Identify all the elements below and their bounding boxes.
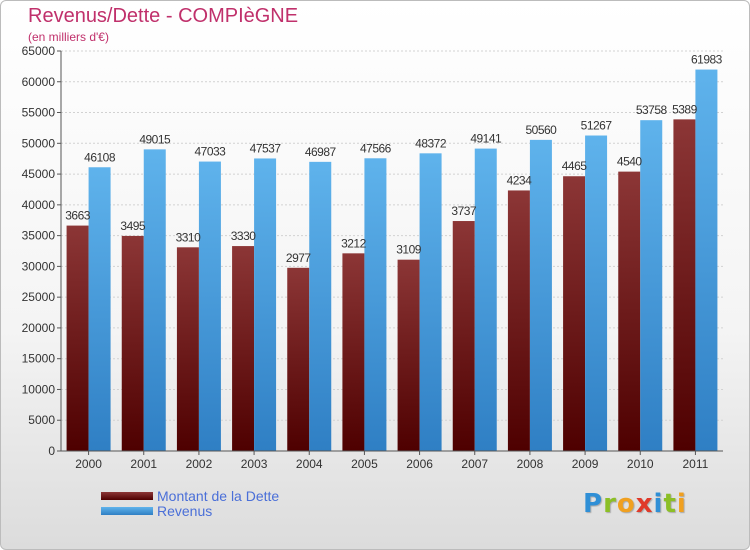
x-tick-label: 2011: [683, 457, 709, 471]
bar-revenus: [364, 158, 387, 452]
data-label-debt: 3310: [176, 230, 202, 244]
y-tick-label: 10000: [22, 382, 56, 396]
y-tick-label: 45000: [22, 167, 56, 181]
bar-debt: [342, 253, 365, 451]
y-tick-label: 50000: [22, 136, 56, 150]
axes: 0 5000 10000 15000 20000 25000 30000 35000 40000…: [22, 44, 723, 471]
bar-revenus: [585, 135, 608, 451]
bar-debt: [287, 267, 310, 451]
bar-debt: [232, 246, 255, 451]
bar-debt: [66, 225, 89, 451]
x-tick-label: 2004: [296, 457, 323, 471]
bar-debt: [673, 119, 696, 451]
data-label-debt: 3212: [341, 236, 367, 250]
bar-revenus: [143, 149, 166, 451]
bar-debt: [121, 235, 144, 451]
data-label-revenus: 46108: [84, 150, 116, 164]
logo-letter: P: [583, 489, 604, 519]
data-label-revenus: 47537: [250, 141, 282, 155]
bar-revenus: [309, 161, 332, 451]
legend-item-revenus: Revenus: [101, 502, 279, 519]
x-tick-label: 2009: [572, 457, 599, 471]
data-label-revenus: 47033: [194, 145, 226, 159]
logo-letter: x: [635, 489, 654, 519]
logo-letter: t: [663, 489, 677, 519]
bar-revenus: [254, 158, 277, 452]
bar-revenus: [529, 139, 552, 451]
y-tick-label: 0: [48, 444, 55, 458]
data-label-revenus: 50560: [525, 123, 557, 137]
x-tick-label: 2007: [461, 457, 488, 471]
legend-swatch-revenus: [101, 506, 153, 515]
data-label-revenus: 48372: [415, 136, 447, 150]
logo-letter: i: [676, 489, 687, 519]
x-tick-label: 2003: [241, 457, 268, 471]
logo-letter: o: [616, 489, 636, 519]
y-tick-label: 20000: [22, 321, 56, 335]
data-label-debt: 3663: [65, 209, 91, 223]
data-label-revenus: 51267: [581, 119, 613, 133]
legend-label-debt: Montant de la Dette: [157, 487, 280, 504]
x-tick-label: 2001: [130, 457, 157, 471]
y-tick-label: 15000: [22, 352, 56, 366]
data-label-revenus: 49141: [470, 132, 502, 146]
bar-revenus: [474, 148, 497, 451]
data-label-revenus: 49015: [139, 132, 171, 146]
chart-subtitle: (en milliers d'€): [28, 30, 109, 44]
x-tick-label: 2010: [627, 457, 654, 471]
bar-debt: [452, 221, 475, 451]
data-label-debt: 3109: [396, 243, 422, 257]
data-labels: 3663 46108 3495 49015 3310 47033 3330 47537 2977…: [65, 53, 723, 265]
legend: Montant de la Dette Revenus: [101, 487, 280, 519]
x-tick-label: 2006: [406, 457, 433, 471]
bar-debt: [176, 247, 199, 451]
bar-revenus: [640, 120, 663, 451]
x-tick-label: 2000: [75, 457, 102, 471]
bar-debt: [618, 171, 641, 451]
y-tick-label: 5000: [28, 413, 55, 427]
data-label-revenus: 46987: [305, 145, 337, 159]
data-label-debt: 2977: [286, 251, 312, 265]
data-label-revenus: 53758: [636, 103, 668, 117]
y-tick-label: 25000: [22, 290, 56, 304]
bar-debt: [397, 259, 420, 451]
data-label-revenus: 61983: [691, 53, 723, 67]
bar-debt: [563, 176, 586, 451]
proxiti-logo: Proxiti: [583, 489, 687, 519]
y-tick-label: 30000: [22, 259, 56, 273]
y-tick-label: 40000: [22, 198, 56, 212]
data-label-debt: 5389: [672, 102, 698, 116]
x-tick-label: 2008: [517, 457, 544, 471]
x-tick-label: 2002: [186, 457, 213, 471]
logo-letter: i: [653, 489, 664, 519]
bar-revenus: [419, 153, 442, 451]
y-tick-label: 35000: [22, 229, 56, 243]
data-label-debt: 3330: [231, 229, 257, 243]
x-tick-label: 2005: [351, 457, 378, 471]
chart-title: Revenus/Dette - COMPIèGNE: [28, 5, 299, 27]
data-label-debt: 4234: [507, 173, 533, 187]
data-label-debt: 3495: [120, 219, 146, 233]
y-tick-label: 60000: [22, 75, 56, 89]
bar-debt: [507, 190, 530, 451]
data-label-debt: 4540: [617, 155, 643, 169]
y-tick-label: 55000: [22, 106, 56, 120]
legend-swatch-debt: [101, 491, 153, 500]
legend-label-revenus: Revenus: [157, 502, 213, 519]
y-tick-label: 65000: [22, 44, 56, 58]
bar-revenus: [88, 167, 111, 451]
legend-item-debt: Montant de la Dette: [101, 487, 280, 504]
data-label-debt: 4465: [562, 159, 588, 173]
data-label-revenus: 47566: [360, 141, 392, 155]
bar-revenus: [695, 69, 718, 451]
logo-letter: r: [603, 489, 617, 519]
bar-revenus: [198, 161, 221, 451]
data-label-debt: 3737: [451, 204, 477, 218]
bars: [66, 69, 718, 452]
